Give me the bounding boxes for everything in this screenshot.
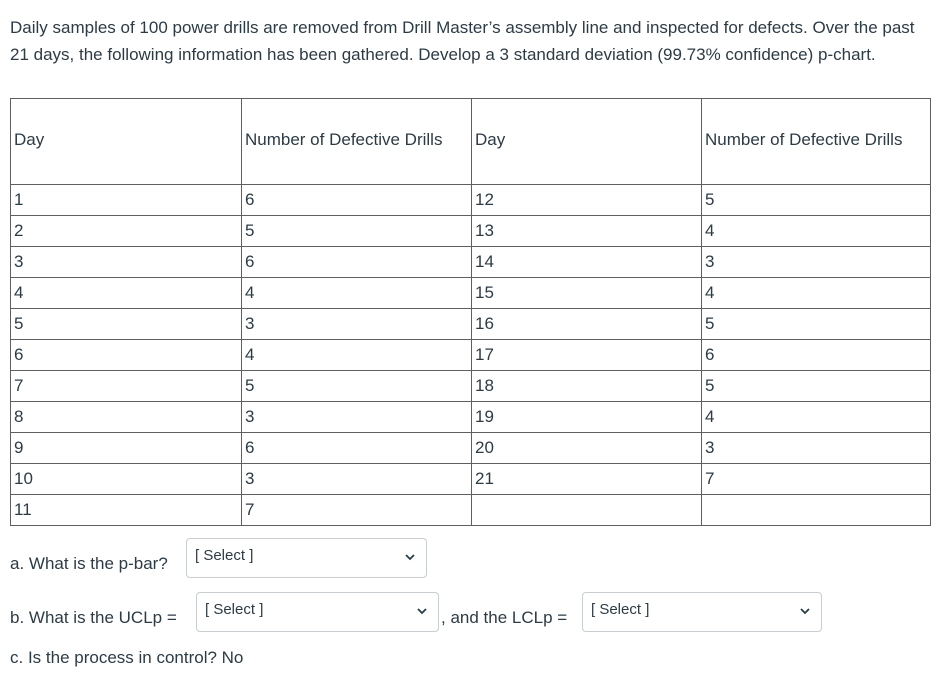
day-cell: 1 <box>10 184 242 216</box>
header-day-2: Day <box>471 98 702 185</box>
table-row: 7 5 18 5 <box>10 370 931 402</box>
day-cell: 19 <box>471 401 702 433</box>
defective-count-cell: 5 <box>241 370 472 402</box>
defective-count-cell: 4 <box>701 401 931 433</box>
uclp-select[interactable]: [ Select ] <box>196 592 439 632</box>
defective-count-cell: 6 <box>241 246 472 278</box>
chevron-down-icon <box>800 608 810 615</box>
uclp-select-value: [ Select ] <box>205 601 264 618</box>
question-b-label: b. What is the UCLp = <box>10 608 177 627</box>
day-cell: 5 <box>10 308 242 340</box>
table-row: 4 4 15 4 <box>10 277 931 309</box>
defective-count-cell: 4 <box>701 215 931 247</box>
day-cell: 8 <box>10 401 242 433</box>
defective-count-cell: 4 <box>241 277 472 309</box>
defective-count-cell: 3 <box>241 308 472 340</box>
day-cell: 13 <box>471 215 702 247</box>
chevron-down-icon <box>417 608 427 615</box>
question-a-label: a. What is the p-bar? <box>10 554 168 573</box>
day-cell: 20 <box>471 432 702 464</box>
defective-count-cell: 7 <box>241 494 472 526</box>
day-cell: 16 <box>471 308 702 340</box>
day-cell <box>471 494 702 526</box>
table-row: 9 6 20 3 <box>10 432 931 464</box>
defective-count-cell: 6 <box>241 432 472 464</box>
defective-count-cell: 7 <box>701 463 931 495</box>
defective-count-cell: 4 <box>701 277 931 309</box>
table-row: 5 3 16 5 <box>10 308 931 340</box>
header-defective-drills: Number of Defective Drills <box>241 98 472 185</box>
p-bar-select-value: [ Select ] <box>195 547 254 564</box>
defective-count-cell: 6 <box>701 339 931 371</box>
defective-count-cell <box>701 494 931 526</box>
defective-count-cell: 5 <box>701 308 931 340</box>
day-cell: 17 <box>471 339 702 371</box>
day-cell: 7 <box>10 370 242 402</box>
defective-drills-table: Day Number of Defective Drills Day Numbe… <box>10 98 931 526</box>
lclp-select-value: [ Select ] <box>591 601 650 618</box>
defective-count-cell: 6 <box>241 184 472 216</box>
day-cell: 21 <box>471 463 702 495</box>
defective-count-cell: 5 <box>241 215 472 247</box>
chevron-down-icon <box>405 554 415 561</box>
day-cell: 6 <box>10 339 242 371</box>
header-defective-drills-2: Number of Defective Drills <box>701 98 931 185</box>
defective-count-cell: 3 <box>701 432 931 464</box>
day-cell: 4 <box>10 277 242 309</box>
defective-count-cell: 3 <box>701 246 931 278</box>
table-row: 1 6 12 5 <box>10 184 931 216</box>
day-cell: 15 <box>471 277 702 309</box>
day-cell: 11 <box>10 494 242 526</box>
lclp-select[interactable]: [ Select ] <box>582 592 822 632</box>
table-header-row: Day Number of Defective Drills Day Numbe… <box>10 98 931 185</box>
day-cell: 10 <box>10 463 242 495</box>
defective-count-cell: 5 <box>701 370 931 402</box>
table-row: 3 6 14 3 <box>10 246 931 278</box>
day-cell: 9 <box>10 432 242 464</box>
day-cell: 2 <box>10 215 242 247</box>
table-row: 2 5 13 4 <box>10 215 931 247</box>
defective-count-cell: 3 <box>241 463 472 495</box>
day-cell: 12 <box>471 184 702 216</box>
table-row: 6 4 17 6 <box>10 339 931 371</box>
question-c: c. Is the process in control? No <box>10 648 244 667</box>
question-b-lclp-label: , and the LCLp = <box>441 608 568 627</box>
table-row: 10 3 21 7 <box>10 463 931 495</box>
header-day: Day <box>10 98 242 185</box>
problem-statement: Daily samples of 100 power drills are re… <box>10 18 915 64</box>
day-cell: 14 <box>471 246 702 278</box>
day-cell: 3 <box>10 246 242 278</box>
defective-count-cell: 5 <box>701 184 931 216</box>
p-bar-select[interactable]: [ Select ] <box>186 538 427 578</box>
day-cell: 18 <box>471 370 702 402</box>
defective-count-cell: 4 <box>241 339 472 371</box>
table-row: 11 7 <box>10 494 931 526</box>
table-row: 8 3 19 4 <box>10 401 931 433</box>
defective-count-cell: 3 <box>241 401 472 433</box>
